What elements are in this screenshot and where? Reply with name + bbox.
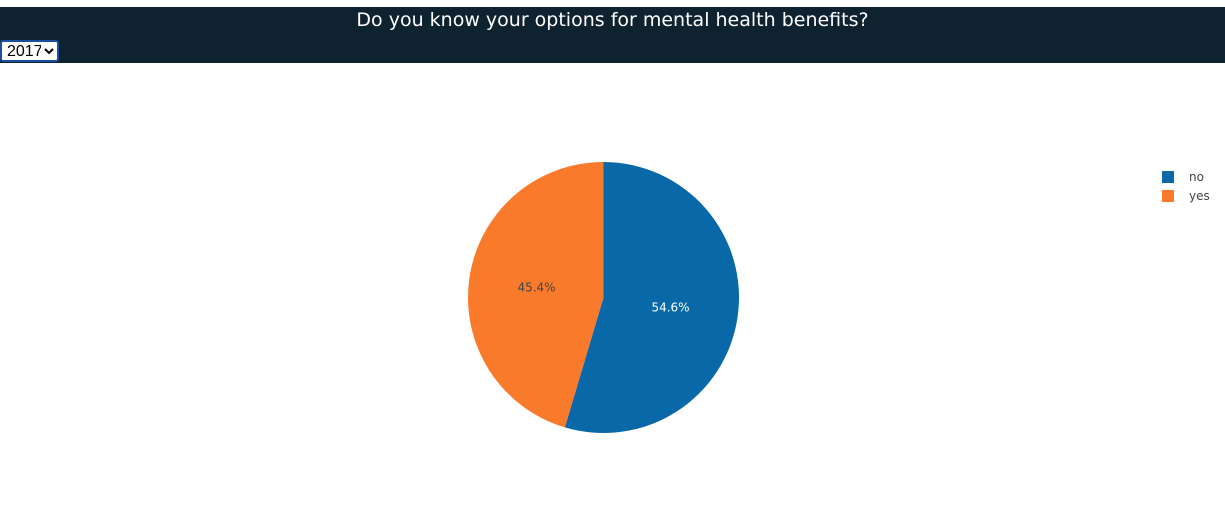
pie-slice-labels: 54.6% 45.4% (517, 281, 689, 315)
legend-label-yes: yes (1189, 189, 1210, 203)
year-select[interactable]: 2017 (0, 40, 59, 62)
pie-slice-label-no: 54.6% (651, 300, 689, 314)
legend-swatch-yes (1162, 190, 1174, 202)
page-title: Do you know your options for mental heal… (356, 9, 869, 31)
legend-swatch-no (1162, 171, 1174, 183)
legend-item-yes[interactable]: yes (1162, 189, 1210, 203)
pie-slice-yes[interactable] (467, 162, 604, 428)
legend-item-no[interactable]: no (1162, 170, 1204, 184)
pie-slice-no[interactable] (564, 162, 739, 433)
pie-chart: 54.6% 45.4% no yes (467, 162, 1210, 433)
legend: no yes (1162, 170, 1210, 203)
header-bar: Do you know your options for mental heal… (0, 7, 1225, 63)
legend-label-no: no (1189, 170, 1204, 184)
pie-slices (467, 162, 739, 433)
pie-slice-label-yes: 45.4% (517, 281, 555, 295)
